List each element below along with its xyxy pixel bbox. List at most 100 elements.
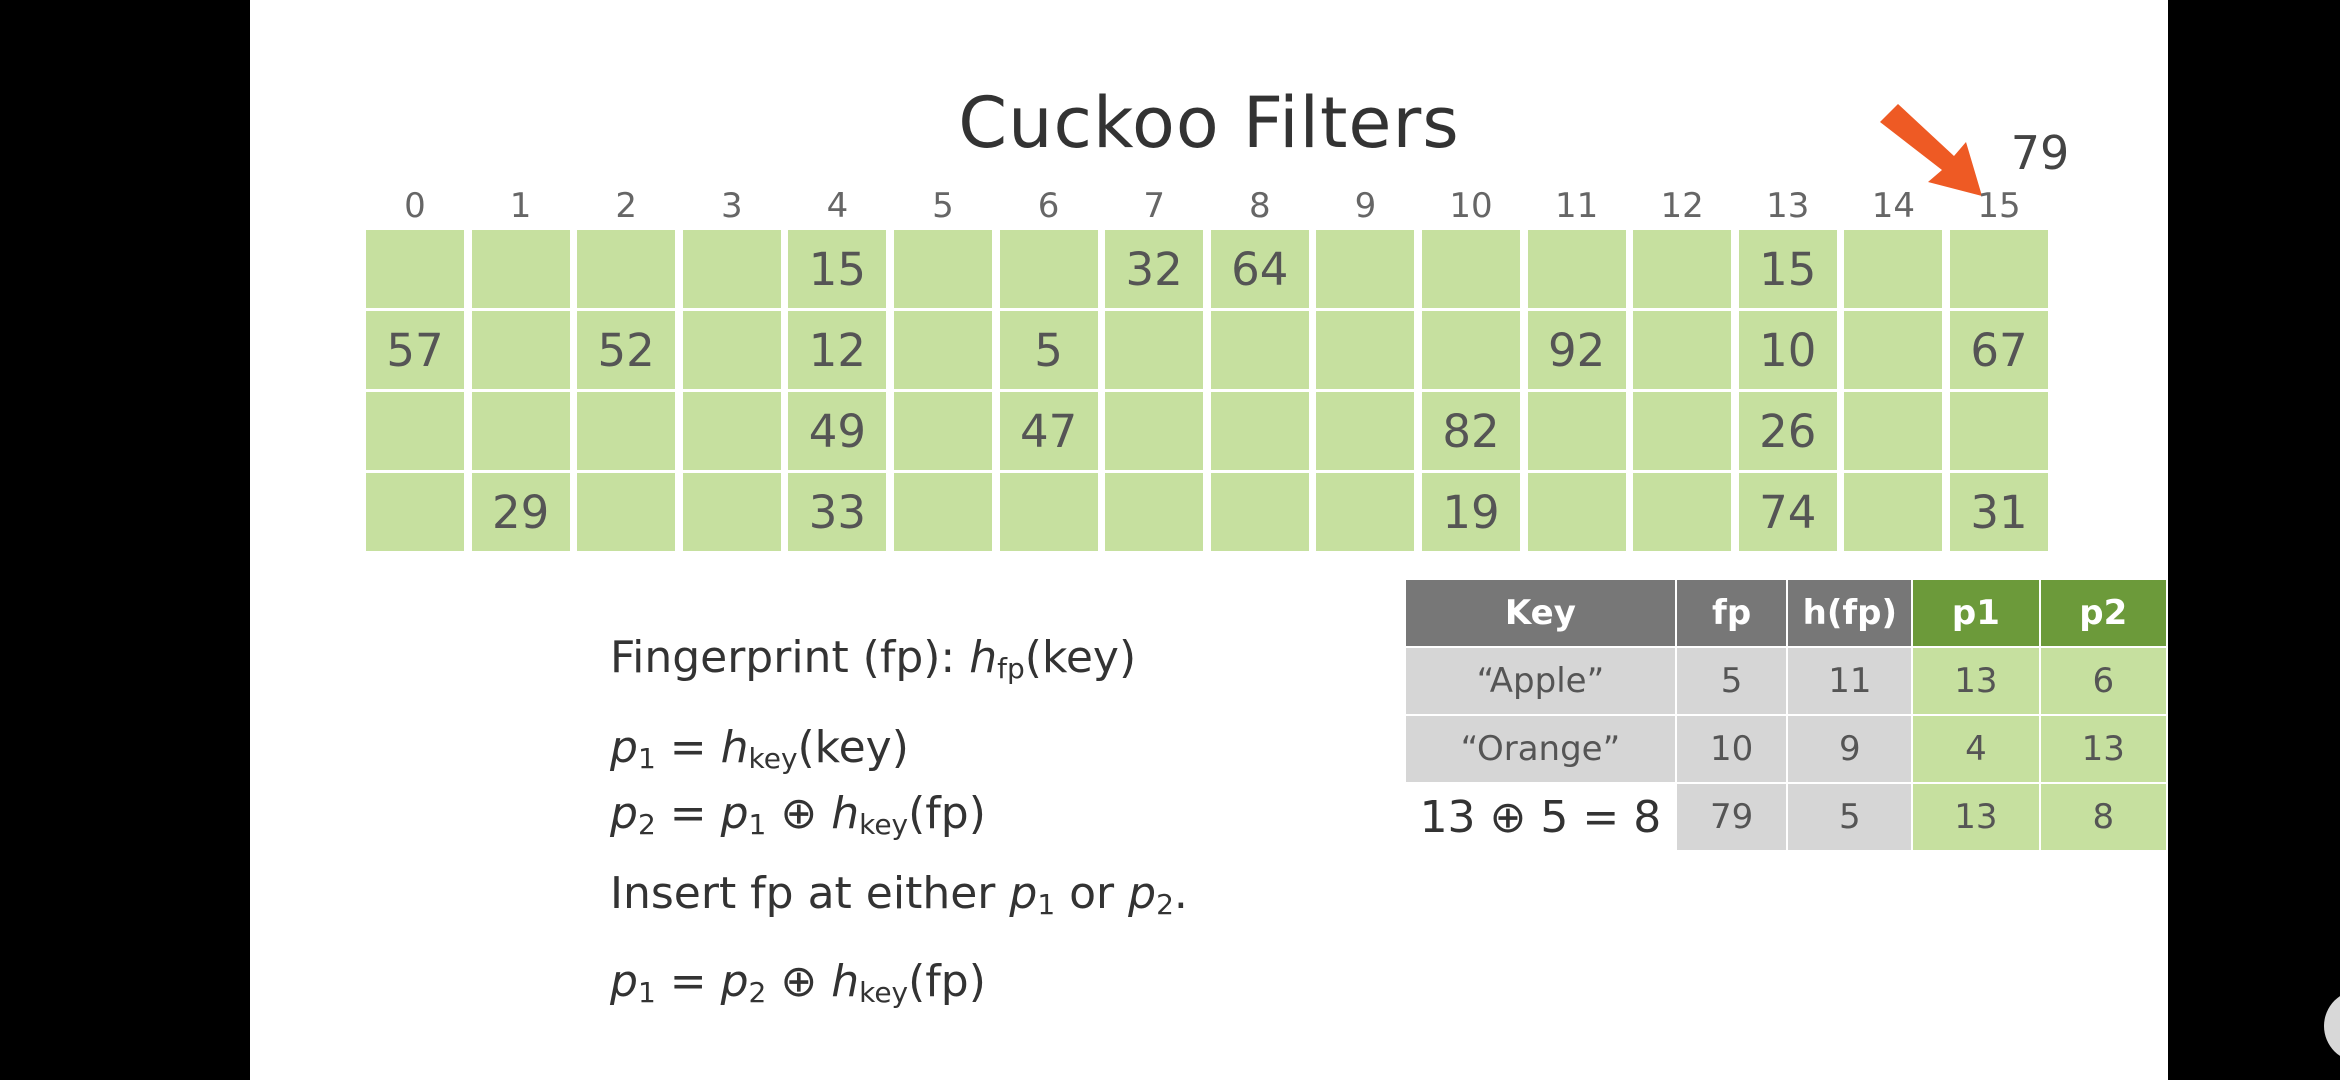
bucket-slot xyxy=(1633,473,1732,551)
cell-fp: 10 xyxy=(1675,714,1789,783)
slide: Cuckoo Filters 79 Fingerprint (fp): hfp(… xyxy=(250,0,2340,1080)
right-letterbox xyxy=(2168,0,2340,1080)
play-button[interactable] xyxy=(2324,990,2340,1062)
bucket-slot: 74 xyxy=(1738,473,1837,551)
bucket-slot xyxy=(1210,392,1309,470)
bucket-slot xyxy=(1844,230,1943,308)
bucket-slot: 19 xyxy=(1422,473,1520,551)
bucket-slot xyxy=(366,473,464,551)
left-letterbox xyxy=(0,0,80,1080)
bucket-slot xyxy=(1316,230,1415,308)
bucket-index-label: 9 xyxy=(1354,186,1377,226)
header-key: Key xyxy=(1406,580,1677,647)
bucket-index-label: 3 xyxy=(720,186,743,226)
cell-p1: 13 xyxy=(1912,646,2041,715)
cell-hfp: 5 xyxy=(1787,782,1914,850)
bucket-index-label: 15 xyxy=(1977,186,2021,226)
bucket-slot xyxy=(682,392,781,470)
bucket-slot: 31 xyxy=(1950,473,2048,551)
bucket-slot xyxy=(577,392,676,470)
inserted-fingerprint-value: 79 xyxy=(2010,126,2070,180)
bucket-index-label: 1 xyxy=(509,186,532,226)
bucket-slot xyxy=(1844,392,1943,470)
bucket-slot xyxy=(1316,392,1415,470)
bucket-index-label: 12 xyxy=(1660,186,1704,226)
cell-p2: 8 xyxy=(2039,782,2169,850)
bucket-slot xyxy=(1527,473,1626,551)
table-row: “Orange” 10 9 4 13 xyxy=(1406,714,2169,783)
bucket-slot: 64 xyxy=(1210,230,1309,308)
bucket-slot: 49 xyxy=(788,392,887,470)
table-row: “Apple” 5 11 13 6 xyxy=(1406,646,2169,715)
bucket-slot xyxy=(1105,473,1204,551)
bucket-slot: 52 xyxy=(577,311,676,389)
cell-p1: 4 xyxy=(1912,714,2041,783)
bucket-slot: 12 xyxy=(788,311,887,389)
cell-hfp: 11 xyxy=(1787,646,1914,715)
bucket-index-label: 13 xyxy=(1766,186,1810,226)
bucket-index-label: 11 xyxy=(1554,186,1599,226)
slide-title: Cuckoo Filters xyxy=(958,82,1460,164)
bucket-slot xyxy=(682,473,781,551)
bucket-slot: 32 xyxy=(1105,230,1204,308)
bucket-slot xyxy=(1950,392,2048,470)
header-hfp: h(fp) xyxy=(1787,580,1914,647)
cell-fp: 5 xyxy=(1675,646,1789,715)
bucket-slot: 5 xyxy=(999,311,1098,389)
header-p1: p1 xyxy=(1912,580,2041,647)
bucket-slot: 26 xyxy=(1738,392,1837,470)
bucket-slot xyxy=(366,392,464,470)
bucket-slot xyxy=(1527,230,1626,308)
cell-p2: 6 xyxy=(2039,646,2169,715)
bucket-slot xyxy=(894,392,992,470)
bucket-slot xyxy=(682,311,781,389)
bucket-index-label: 4 xyxy=(826,186,849,226)
bucket-slot xyxy=(894,311,992,389)
bucket-slot xyxy=(1422,311,1520,389)
bucket-slot: 15 xyxy=(788,230,887,308)
bucket-index-label: 14 xyxy=(1871,186,1916,226)
bucket-slot: 47 xyxy=(999,392,1098,470)
arrow-icon xyxy=(1880,104,1982,196)
p1-formula: p1 = hkey(key) xyxy=(610,722,909,775)
bucket-slot xyxy=(1210,473,1309,551)
cell-xor-calc: 13 ⊕ 5 = 8 xyxy=(1406,782,1677,850)
bucket-slot xyxy=(1422,230,1520,308)
bucket-index-label: 5 xyxy=(932,186,954,226)
bucket-slot xyxy=(894,230,992,308)
bucket-slot: 10 xyxy=(1738,311,1837,389)
bucket-slot: 29 xyxy=(471,473,570,551)
bucket-slot: 92 xyxy=(1527,311,1626,389)
bucket-slot xyxy=(1633,392,1732,470)
bucket-slot xyxy=(999,473,1098,551)
bucket-slot xyxy=(577,473,676,551)
p1-from-p2-formula: p1 = p2 ⊕ hkey(fp) xyxy=(610,956,986,1009)
bucket-slot xyxy=(1950,230,2048,308)
hash-table: Key fp h(fp) p1 p2 “Apple” 5 11 13 6 “Or… xyxy=(1406,580,2169,850)
bucket-slot xyxy=(1316,311,1415,389)
insert-rule: Insert fp at either p1 or p2. xyxy=(610,868,1188,921)
bucket-slot: 57 xyxy=(366,311,464,389)
header-fp: fp xyxy=(1675,580,1789,647)
bucket-slot: 82 xyxy=(1422,392,1520,470)
bucket-slot: 15 xyxy=(1738,230,1837,308)
fingerprint-formula: Fingerprint (fp): hfp(key) xyxy=(610,632,1137,685)
bucket-slot xyxy=(1527,392,1626,470)
bucket-slot: 33 xyxy=(788,473,887,551)
table-header-row: Key fp h(fp) p1 p2 xyxy=(1406,580,2169,647)
cell-key: “Orange” xyxy=(1406,714,1677,783)
bucket-slot xyxy=(682,230,781,308)
bucket-slot xyxy=(894,473,992,551)
bucket-index-label: 8 xyxy=(1248,186,1271,226)
cell-p2: 13 xyxy=(2039,714,2169,783)
bucket-index-label: 7 xyxy=(1143,186,1165,226)
cell-p1: 13 xyxy=(1912,782,2041,850)
p2-formula: p2 = p1 ⊕ hkey(fp) xyxy=(610,788,986,841)
bucket-slot xyxy=(1633,311,1732,389)
bucket-index-label: 10 xyxy=(1449,186,1493,226)
cell-hfp: 9 xyxy=(1787,714,1914,783)
table-row: 13 ⊕ 5 = 8 79 5 13 8 xyxy=(1406,782,2169,850)
cell-key: “Apple” xyxy=(1406,646,1677,715)
bucket-slot xyxy=(1844,473,1943,551)
bucket-slot xyxy=(471,230,570,308)
